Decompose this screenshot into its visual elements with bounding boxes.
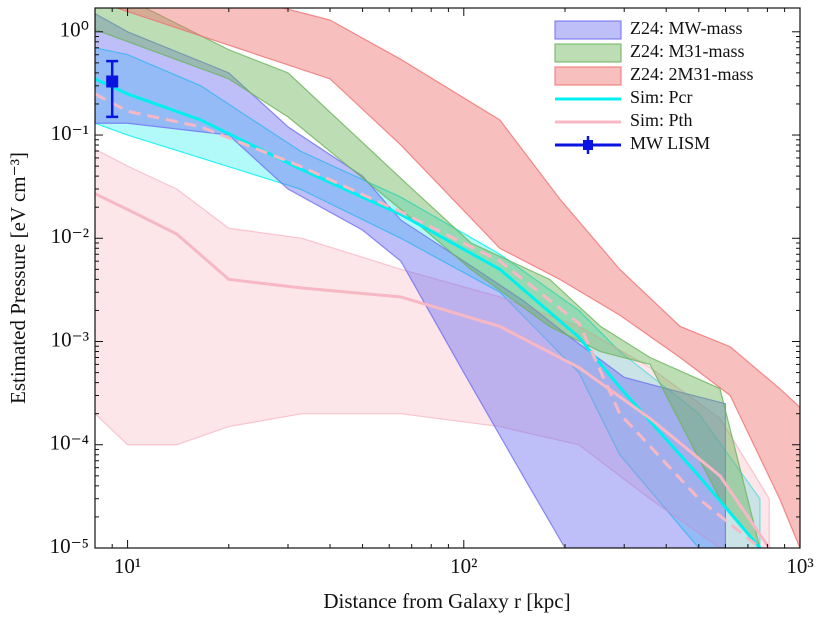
legend-swatch	[554, 20, 622, 40]
legend-label: MW LISM	[630, 133, 710, 153]
y-tick-label: 10⁻⁴	[50, 431, 89, 455]
y-tick-label: 10⁻²	[51, 224, 89, 248]
z24-band	[95, 12, 727, 548]
z24-band	[115, 8, 800, 548]
sim-band	[95, 47, 761, 548]
plot-area	[95, 8, 800, 548]
legend-swatch	[583, 140, 593, 150]
data-point	[106, 75, 119, 88]
legend-label: Z24: MW-mass	[630, 18, 743, 38]
legend-swatch	[554, 66, 622, 86]
sim-line	[95, 77, 762, 548]
legend-swatch	[554, 43, 622, 63]
x-tick-label: 10³	[786, 554, 813, 578]
x-axis-label: Distance from Galaxy r [kpc]	[323, 589, 570, 613]
y-axis-label: Estimated Pressure [eV cm⁻³]	[6, 152, 30, 404]
y-tick-label: 10⁰	[60, 18, 89, 42]
y-tick-label: 10⁻³	[51, 327, 89, 351]
dashed-line	[95, 92, 761, 548]
legend-label: Z24: 2M31-mass	[630, 64, 754, 84]
legend-label: Sim: Pth	[630, 110, 693, 130]
sim-band	[95, 148, 770, 548]
y-tick-label: 10⁻⁵	[50, 534, 89, 558]
legend-label: Sim: Pcr	[630, 87, 693, 107]
x-tick-label: 10²	[450, 554, 477, 578]
legend-label: Z24: M31-mass	[630, 41, 745, 61]
y-tick-label: 10⁻¹	[51, 121, 89, 145]
x-tick-label: 10¹	[114, 554, 141, 578]
axes-frame	[94, 7, 801, 549]
sim-line	[95, 192, 771, 548]
